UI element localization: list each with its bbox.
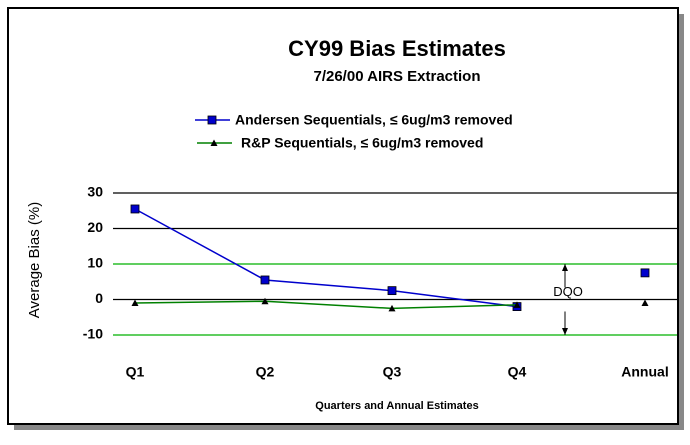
y-axis-label: Average Bias (%): [26, 202, 43, 318]
y-tick-label: 0: [95, 290, 103, 306]
series-line: [134, 300, 518, 310]
y-tick-label: 30: [87, 184, 103, 200]
data-point: [388, 304, 396, 312]
x-tick-label: Annual: [621, 364, 668, 380]
data-point: [130, 204, 140, 214]
y-tick-label: -10: [83, 326, 103, 342]
y-tick-label: 10: [87, 255, 103, 271]
data-point: [131, 299, 139, 307]
data-point: [387, 286, 397, 296]
dqo-arrowhead: [562, 264, 568, 271]
legend-label: Andersen Sequentials, ≤ 6ug/m3 removed: [235, 112, 513, 128]
data-point: [513, 301, 521, 308]
data-point: [260, 275, 270, 285]
dqo-arrowhead: [562, 328, 568, 335]
x-tick-label: Q1: [126, 364, 145, 380]
dqo-label: DQO: [553, 284, 583, 299]
y-tick-label: 20: [87, 219, 103, 235]
chart-subtitle: 7/26/00 AIRS Extraction: [313, 68, 480, 85]
frame: [7, 7, 679, 425]
legend-marker: [207, 115, 217, 125]
chart-title: CY99 Bias Estimates: [288, 36, 506, 61]
x-tick-label: Q4: [508, 364, 527, 380]
data-point: [261, 297, 269, 305]
legend-label: R&P Sequentials, ≤ 6ug/m3 removed: [241, 135, 483, 151]
x-tick-label: Q3: [383, 364, 402, 380]
series-line: [134, 208, 518, 308]
data-point: [641, 299, 649, 307]
x-tick-label: Q2: [256, 364, 275, 380]
legend-marker: [210, 139, 218, 146]
x-axis-label: Quarters and Annual Estimates: [315, 400, 478, 412]
data-point: [640, 268, 650, 278]
